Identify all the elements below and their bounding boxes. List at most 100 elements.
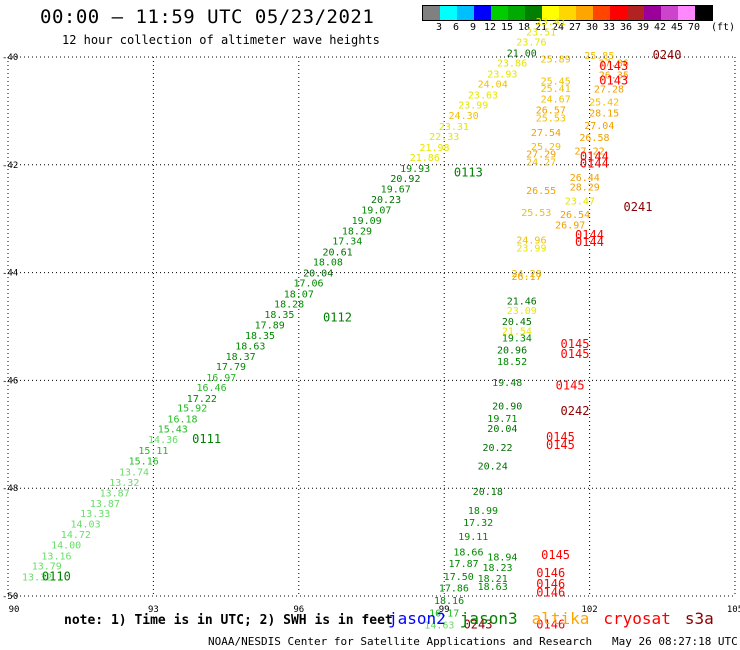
swh-label-altika: 25.89 [541, 54, 571, 65]
pass-time-label: 0145 [541, 548, 570, 562]
swh-label-altika: 24.96 [516, 235, 546, 246]
swh-label-altika: 26.55 [526, 186, 556, 197]
colorbar-swatch [610, 6, 627, 20]
pass-time-label: 0112 [323, 311, 352, 325]
swh-label-cryosat: 19.11 [458, 532, 488, 543]
pass-time-label: 0144 [575, 235, 604, 249]
swh-label-jason3: 23.99 [458, 101, 488, 112]
swh-label-jason3: 22.33 [429, 132, 459, 143]
colorbar-swatch [423, 6, 440, 20]
swh-colorbar [422, 5, 713, 21]
colorbar-swatch [644, 6, 661, 20]
swh-label-jason3: 19.09 [352, 216, 382, 227]
swh-label-altika: 27.04 [584, 121, 614, 132]
colorbar-tick-label: 45 [670, 22, 684, 33]
swh-label-cryosat: 18.94 [487, 552, 517, 563]
swh-label-altika: 26.17 [512, 272, 542, 283]
swh-label-cryosat: 21.46 [507, 296, 537, 307]
swh-label-jason3: 23.31 [439, 122, 469, 133]
swh-label-jason3: 18.07 [284, 289, 314, 300]
swh-label-jason3: 23.86 [497, 59, 527, 70]
colorbar-tick-label: 24 [551, 22, 565, 33]
colorbar-tick-label: 36 [619, 22, 633, 33]
swh-label-jason3: 20.23 [371, 195, 401, 206]
pass-time-label: 0146 [536, 566, 565, 580]
legend-item-jason3: jason3 [459, 609, 518, 628]
pass-time-label: 0145 [556, 379, 585, 393]
swh-label-jason3: 13.87 [90, 499, 120, 510]
mission-legend: jason2 jason3 altika cryosat s3a [388, 609, 714, 628]
swh-label-jason3: 17.06 [293, 279, 323, 290]
swh-label-jason3: 16.97 [206, 373, 236, 384]
x-tick-label: 96 [293, 605, 304, 615]
y-tick-label: -40 [2, 53, 18, 63]
pass-time-label: 0145 [561, 347, 590, 361]
swh-label-altika: 26.44 [570, 173, 600, 184]
swh-label-cryosat: 20.22 [482, 443, 512, 454]
swh-label-altika: 27.22 [575, 147, 605, 158]
swh-label-cryosat: 18.52 [497, 357, 527, 368]
swh-label-jason3: 18.08 [313, 258, 343, 269]
swh-label-cryosat: 17.32 [463, 518, 493, 529]
x-tick-label: 99 [439, 605, 450, 615]
swh-label-cryosat: 16.17 [429, 608, 459, 619]
y-tick-label: -48 [2, 484, 18, 494]
swh-label-altika: 28.15 [589, 108, 619, 119]
swh-label-jason3: 24.30 [449, 111, 479, 122]
swh-label-jason3: 13.32 [109, 478, 139, 489]
swh-label-jason3: 15.16 [129, 456, 159, 467]
swh-label-cryosat: 23.09 [507, 306, 537, 317]
swh-label-jason3: 15.43 [158, 425, 188, 436]
pass-time-label: 0146 [536, 577, 565, 591]
colorbar-tick-label: 12 [483, 22, 497, 33]
colorbar-swatch [457, 6, 474, 20]
swh-label-jason3: 13.74 [119, 467, 149, 478]
swh-label-jason3: 15.92 [177, 404, 207, 415]
swh-label-jason3: 23.93 [487, 69, 517, 80]
swh-label-cryosat: 17.50 [444, 572, 474, 583]
swh-label-jason3: 17.34 [332, 237, 362, 248]
swh-label-jason3: 20.92 [390, 174, 420, 185]
pass-time-label: 0110 [42, 569, 71, 583]
swh-label-cryosat: 20.90 [492, 402, 522, 413]
swh-label-altika: 27.29 [526, 149, 556, 160]
swh-label-cryosat: 20.24 [478, 461, 508, 472]
pass-time-label: 0241 [624, 200, 653, 214]
swh-label-jason3: 17.22 [187, 394, 217, 405]
swh-label-altika: 25.85 [584, 51, 614, 62]
colorbar-tick-label: 42 [653, 22, 667, 33]
colorbar-swatch [491, 6, 508, 20]
swh-label-jason3: 18.63 [235, 342, 265, 353]
swh-label-jason3: 16.18 [167, 414, 197, 425]
legend-item-s3a: s3a [684, 609, 714, 628]
swh-label-altika: 27.86 [599, 59, 629, 70]
swh-label-jason3: 13.16 [41, 551, 71, 562]
swh-label-cryosat: 19.34 [502, 334, 532, 345]
swh-label-cryosat: 14.63 [424, 620, 454, 631]
swh-label-cryosat: 18.16 [434, 596, 464, 607]
legend-item-altika: altika [531, 609, 590, 628]
swh-label-cryosat: 18.66 [453, 548, 483, 559]
pass-time-label: 0242 [561, 404, 590, 418]
colorbar-swatch [627, 6, 644, 20]
swh-label-jason3: 13.87 [100, 488, 130, 499]
swh-label-jason3: 18.28 [274, 300, 304, 311]
swh-label-cryosat: 20.18 [473, 487, 503, 498]
swh-label-jason3: 13.33 [80, 509, 110, 520]
swh-label-altika: 27.54 [531, 128, 561, 139]
swh-label-jason3: 14.72 [61, 530, 91, 541]
y-tick-label: -44 [2, 269, 18, 279]
colorbar-tick-label: 21 [534, 22, 548, 33]
colorbar-swatch [576, 6, 593, 20]
swh-label-altika: 26.35 [599, 71, 629, 82]
swh-label-jason3: 18.35 [245, 331, 275, 342]
swh-label-jason3: 14.00 [51, 541, 81, 552]
swh-label-cryosat: 17.86 [439, 584, 469, 595]
swh-label-altika: 23.47 [565, 197, 595, 208]
x-tick-label: 90 [9, 605, 20, 615]
swh-label-altika: 24.27 [526, 157, 556, 168]
x-tick-label: 105 [727, 605, 740, 615]
colorbar-swatch [593, 6, 610, 20]
swh-label-cryosat: 19.48 [492, 378, 522, 389]
swh-label-altika: 25.42 [589, 98, 619, 109]
